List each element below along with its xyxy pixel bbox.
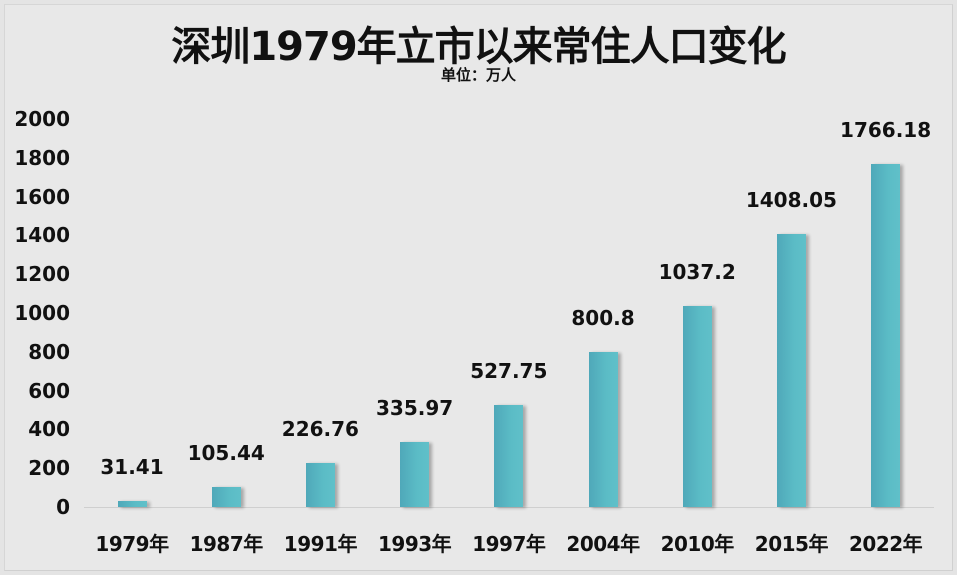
y-tick-label: 800 — [28, 339, 70, 364]
bar — [588, 351, 618, 507]
data-label: 1766.18 — [840, 118, 932, 143]
chart-title: 深圳1979年立市以来常住人口变化 — [171, 24, 786, 70]
x-tick-label: 1979年 — [95, 532, 169, 556]
y-tick-label: 1000 — [14, 301, 70, 325]
x-tick-label: 1993年 — [378, 532, 452, 556]
data-label: 1408.05 — [745, 187, 837, 212]
y-tick-label: 600 — [28, 378, 70, 403]
bar — [117, 500, 147, 507]
x-tick-label: 2015年 — [754, 532, 829, 556]
data-label: 335.97 — [376, 395, 454, 420]
chart-frame — [4, 4, 953, 571]
data-label: 31.41 — [100, 454, 164, 479]
y-tick-label: 1400 — [14, 223, 70, 248]
x-tick-label: 2022年 — [849, 532, 923, 556]
y-tick-label: 0 — [56, 495, 70, 519]
data-label: 1037.2 — [658, 259, 736, 284]
chart-subtitle: 单位：万人 — [440, 66, 516, 84]
bar — [494, 404, 524, 507]
bar — [682, 305, 712, 507]
bar — [211, 486, 241, 507]
data-label: 226.76 — [281, 417, 359, 441]
bar — [400, 441, 430, 507]
y-tick-label: 400 — [28, 417, 70, 442]
y-tick-label: 1800 — [14, 145, 70, 170]
x-tick-label: 1997年 — [472, 532, 546, 556]
x-axis-line — [84, 507, 934, 508]
data-label: 800.8 — [571, 305, 635, 330]
x-tick-label: 2010年 — [660, 532, 735, 556]
bar — [871, 164, 901, 507]
data-label: 527.75 — [470, 358, 548, 383]
bar — [776, 233, 806, 507]
y-tick-label: 200 — [28, 456, 70, 481]
bar — [305, 463, 335, 507]
x-tick-label: 1987年 — [189, 532, 264, 556]
y-tick-label: 1200 — [14, 262, 70, 287]
x-tick-label: 2004年 — [566, 532, 640, 556]
y-tick-label: 2000 — [14, 107, 70, 131]
x-tick-label: 1991年 — [283, 532, 358, 556]
data-label: 105.44 — [187, 440, 265, 465]
y-tick-label: 1600 — [14, 184, 70, 209]
